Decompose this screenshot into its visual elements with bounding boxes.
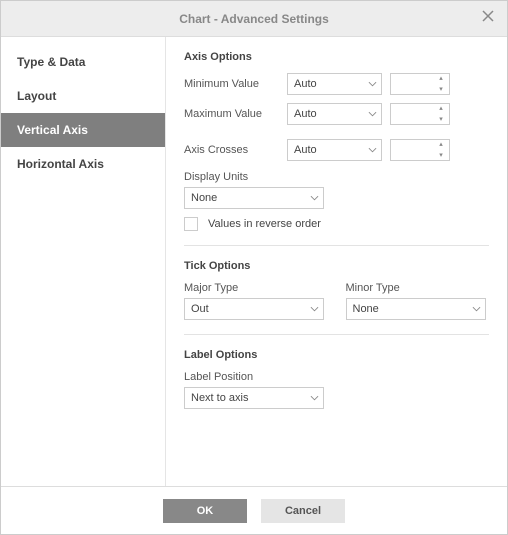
select-value: None — [353, 303, 379, 315]
select-value: Auto — [294, 78, 317, 90]
spinner-arrows: ▴ ▾ — [436, 105, 446, 123]
divider — [184, 334, 489, 335]
select-display-units[interactable]: None — [184, 187, 324, 209]
dialog-title: Chart - Advanced Settings — [179, 12, 329, 26]
close-icon[interactable] — [479, 9, 497, 27]
sidebar-item-label: Type & Data — [17, 55, 85, 69]
label-axis-crosses: Axis Crosses — [184, 144, 279, 156]
row-reverse-order: Values in reverse order — [184, 217, 489, 231]
main-panel: Axis Options Minimum Value Auto ▴ ▾ — [166, 37, 507, 486]
spinner-arrows: ▴ ▾ — [436, 141, 446, 159]
tick-columns: Major Type Out Minor Type None — [184, 282, 489, 320]
sidebar: Type & Data Layout Vertical Axis Horizon… — [1, 37, 166, 486]
block-display-units: Display Units None — [184, 171, 489, 209]
select-value: Auto — [294, 144, 317, 156]
button-label: OK — [197, 505, 214, 517]
divider — [184, 245, 489, 246]
spinner-down-icon[interactable]: ▾ — [436, 152, 446, 159]
spinner-up-icon[interactable]: ▴ — [436, 105, 446, 112]
section-title-axis-options: Axis Options — [184, 51, 489, 63]
button-label: Cancel — [285, 505, 321, 517]
spinner-up-icon[interactable]: ▴ — [436, 141, 446, 148]
label-display-units: Display Units — [184, 171, 489, 183]
label-max-value: Maximum Value — [184, 108, 279, 120]
checkbox-reverse-order[interactable] — [184, 217, 198, 231]
col-major-type: Major Type Out — [184, 282, 328, 320]
select-max-value-mode[interactable]: Auto — [287, 103, 382, 125]
select-label-position[interactable]: Next to axis — [184, 387, 324, 409]
chevron-down-icon — [368, 146, 377, 155]
dialog-chart-advanced-settings: Chart - Advanced Settings Type & Data La… — [0, 0, 508, 535]
spinner-down-icon[interactable]: ▾ — [436, 116, 446, 123]
dialog-body: Type & Data Layout Vertical Axis Horizon… — [1, 37, 507, 486]
chevron-down-icon — [310, 394, 319, 403]
select-min-value-mode[interactable]: Auto — [287, 73, 382, 95]
select-value: Auto — [294, 108, 317, 120]
spinner-down-icon[interactable]: ▾ — [436, 86, 446, 93]
sidebar-item-label: Vertical Axis — [17, 123, 88, 137]
sidebar-item-horizontal-axis[interactable]: Horizontal Axis — [1, 147, 165, 181]
ok-button[interactable]: OK — [163, 499, 247, 523]
chevron-down-icon — [472, 305, 481, 314]
spinner-up-icon[interactable]: ▴ — [436, 75, 446, 82]
footer: OK Cancel — [1, 486, 507, 534]
sidebar-item-label: Horizontal Axis — [17, 157, 104, 171]
sidebar-item-type-data[interactable]: Type & Data — [1, 45, 165, 79]
row-max-value: Maximum Value Auto ▴ ▾ — [184, 103, 489, 125]
sidebar-item-layout[interactable]: Layout — [1, 79, 165, 113]
section-tick-options: Tick Options Major Type Out Minor Type N… — [184, 260, 489, 320]
select-value: None — [191, 192, 217, 204]
label-label-position: Label Position — [184, 371, 489, 383]
row-axis-crosses: Axis Crosses Auto ▴ ▾ — [184, 139, 489, 161]
spinner-arrows: ▴ ▾ — [436, 75, 446, 93]
select-major-type[interactable]: Out — [184, 298, 324, 320]
cancel-button[interactable]: Cancel — [261, 499, 345, 523]
section-title-tick-options: Tick Options — [184, 260, 489, 272]
chevron-down-icon — [368, 110, 377, 119]
spinner-max-value[interactable]: ▴ ▾ — [390, 103, 450, 125]
spinner-axis-crosses[interactable]: ▴ ▾ — [390, 139, 450, 161]
label-min-value: Minimum Value — [184, 78, 279, 90]
section-axis-options: Axis Options Minimum Value Auto ▴ ▾ — [184, 51, 489, 231]
section-label-options: Label Options Label Position Next to axi… — [184, 349, 489, 409]
select-value: Next to axis — [191, 392, 248, 404]
label-minor-type: Minor Type — [346, 282, 490, 294]
chevron-down-icon — [310, 194, 319, 203]
chevron-down-icon — [310, 305, 319, 314]
spinner-min-value[interactable]: ▴ ▾ — [390, 73, 450, 95]
chevron-down-icon — [368, 80, 377, 89]
select-axis-crosses-mode[interactable]: Auto — [287, 139, 382, 161]
sidebar-item-label: Layout — [17, 89, 56, 103]
select-value: Out — [191, 303, 209, 315]
row-min-value: Minimum Value Auto ▴ ▾ — [184, 73, 489, 95]
select-minor-type[interactable]: None — [346, 298, 486, 320]
sidebar-item-vertical-axis[interactable]: Vertical Axis — [1, 113, 165, 147]
section-title-label-options: Label Options — [184, 349, 489, 361]
label-major-type: Major Type — [184, 282, 328, 294]
titlebar: Chart - Advanced Settings — [1, 1, 507, 37]
label-reverse-order: Values in reverse order — [208, 218, 321, 230]
col-minor-type: Minor Type None — [346, 282, 490, 320]
